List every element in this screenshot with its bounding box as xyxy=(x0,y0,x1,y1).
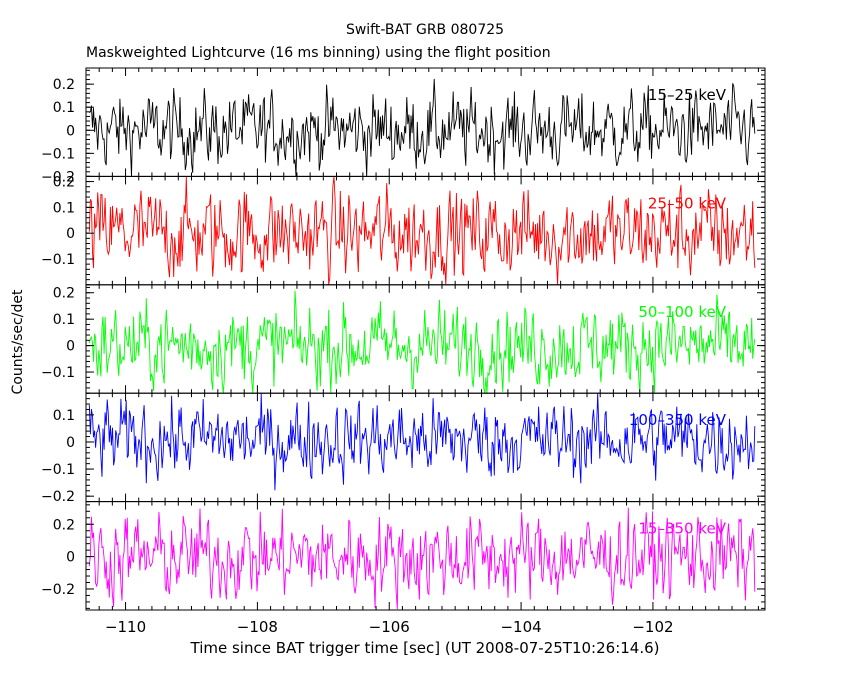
panel-frame-3 xyxy=(85,284,766,394)
series-line-15-25-keV xyxy=(89,78,756,177)
y-tick-label: 0 xyxy=(66,226,75,242)
x-tick-label: −110 xyxy=(105,618,146,636)
y-tick-label: −0.2 xyxy=(41,169,75,185)
x-tick-label: −102 xyxy=(632,618,673,636)
y-tick-label: 0.2 xyxy=(53,286,75,302)
y-tick-label: 0 xyxy=(66,550,75,566)
panel-frame-5 xyxy=(85,501,766,611)
band-label-100-350-keV: 100–350 keV xyxy=(629,411,727,429)
band-label-15-350-keV: 15–350 keV xyxy=(638,520,726,538)
series-line-15-350-keV xyxy=(88,507,756,610)
x-axis-label: Time since BAT trigger time [sec] (UT 20… xyxy=(190,639,660,657)
chart-title: Swift-BAT GRB 080725 xyxy=(345,22,505,38)
y-tick-label: 0.1 xyxy=(53,200,75,216)
y-tick-label: −0.2 xyxy=(41,489,75,505)
chart-subtitle: Maskweighted Lightcurve (16 ms binning) … xyxy=(86,45,551,61)
series-line-100-350-keV xyxy=(88,393,756,491)
band-label-15-25-keV: 15–25 keV xyxy=(648,86,727,104)
y-tick-label: −0.1 xyxy=(41,462,75,478)
y-tick-label: −0.2 xyxy=(41,582,75,598)
band-label-25-50-keV: 25–50 keV xyxy=(648,194,727,212)
y-tick-label: 0.1 xyxy=(53,312,75,328)
x-tick-label: −104 xyxy=(500,618,541,636)
y-tick-label: −0.1 xyxy=(41,146,75,162)
y-tick-label: −0.1 xyxy=(41,365,75,381)
y-tick-label: 0 xyxy=(66,123,75,139)
y-tick-label: 0 xyxy=(66,339,75,355)
x-tick-label: −106 xyxy=(369,618,410,636)
y-tick-label: 0.2 xyxy=(53,517,75,533)
y-tick-label: 0.2 xyxy=(53,77,75,93)
y-tick-label: 0.1 xyxy=(53,100,75,116)
y-tick-label: 0.1 xyxy=(53,408,75,424)
x-tick-label: −108 xyxy=(237,618,278,636)
series-line-25-50-keV xyxy=(88,176,756,285)
series-line-50-100-keV xyxy=(88,290,756,394)
y-tick-label: −0.1 xyxy=(41,252,75,268)
y-tick-label: 0 xyxy=(66,435,75,451)
band-label-50-100-keV: 50–100 keV xyxy=(638,303,726,321)
y-tick-label: 0.2 xyxy=(53,175,75,191)
